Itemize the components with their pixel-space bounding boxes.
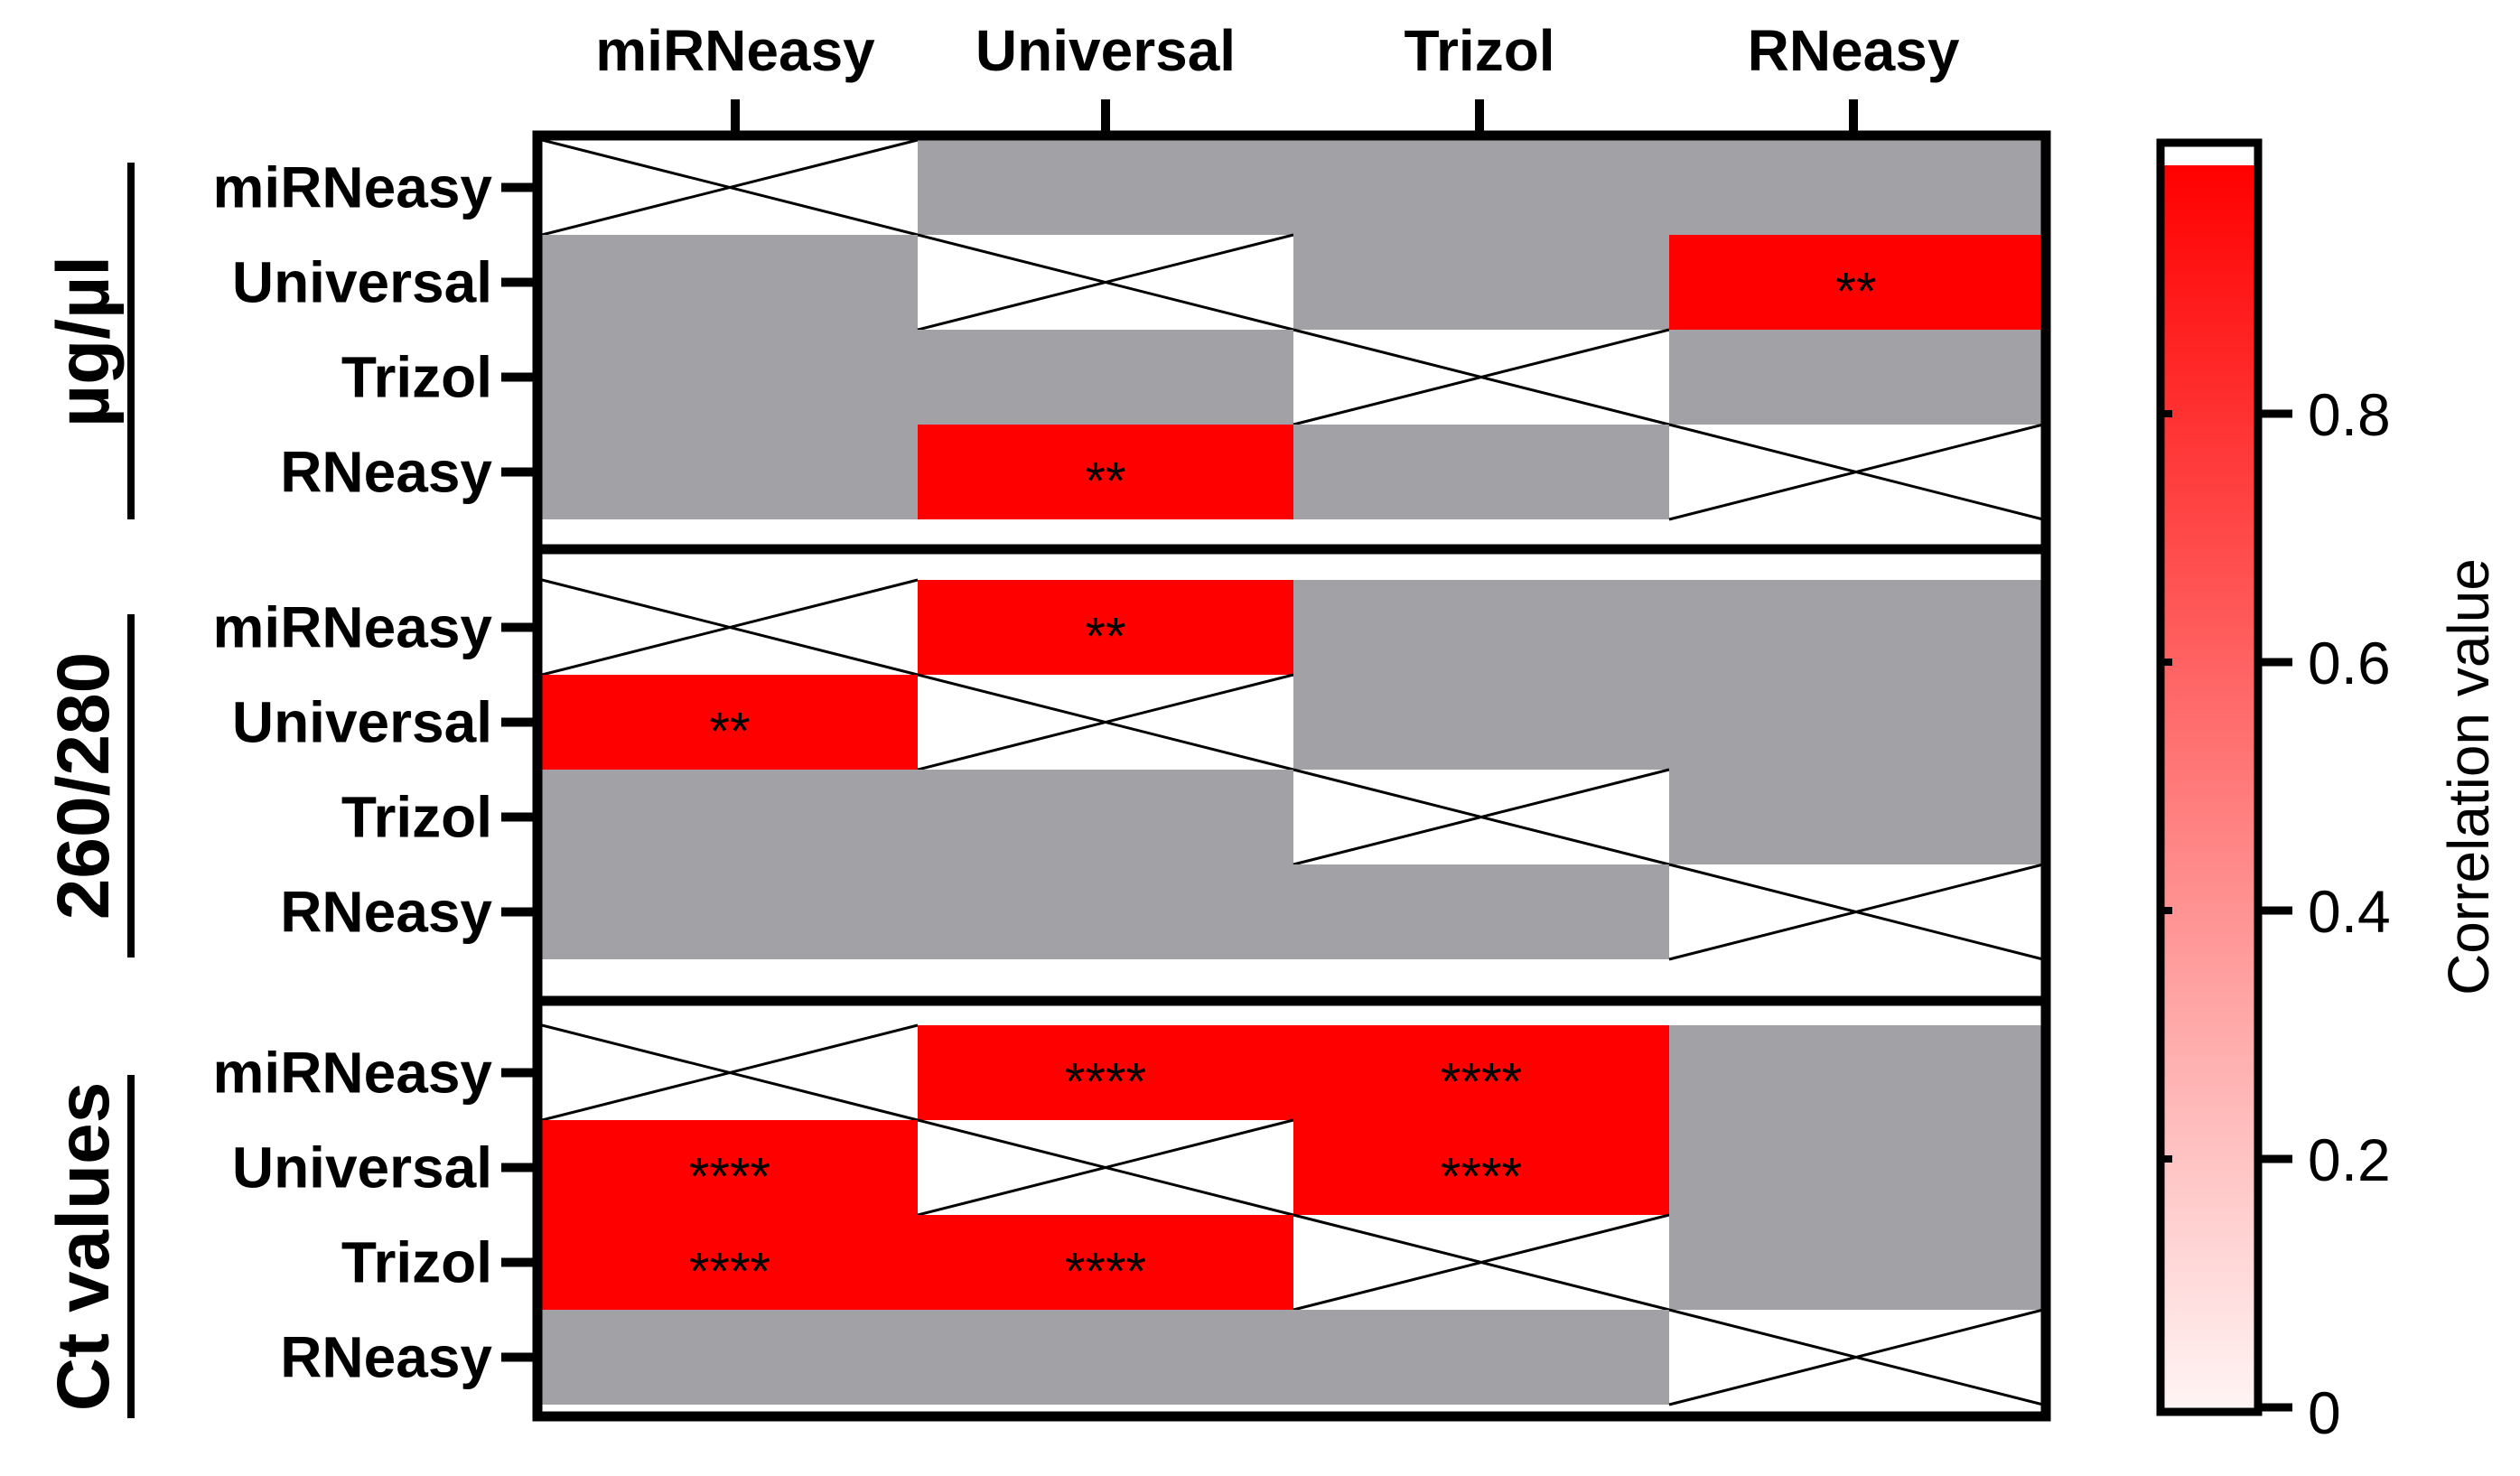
row-label: miRNeasy — [213, 1041, 493, 1106]
diagonal-cross-line — [1668, 863, 2044, 961]
nonsignificant-cell — [542, 1310, 918, 1405]
legend-gradient — [2161, 165, 2258, 1407]
significance-stars: **** — [1065, 1243, 1146, 1302]
nonsignificant-cell — [1669, 1120, 2043, 1215]
nonsignificant-cell — [1669, 1025, 2043, 1120]
legend-ticks: 0 0.2 0.4 0.6 0.8 — [2161, 381, 2391, 1446]
diagonal-cross-line — [1668, 1308, 2044, 1406]
nonsignificant-cell — [918, 140, 1293, 235]
diagonal-cross-line — [541, 578, 919, 677]
nonsignificant-cell — [1293, 235, 1669, 330]
row-labels: miRNeasy Universal Trizol RNeasy miRNeasy Uni… — [213, 155, 535, 1390]
row-label: RNeasy — [280, 1325, 492, 1390]
significance-stars: **** — [1065, 1053, 1146, 1112]
panel-label-ct-values: Ct values — [42, 1082, 125, 1412]
nonsignificant-cell — [1669, 675, 2043, 770]
row-label: Universal — [232, 1135, 492, 1200]
col-header-mirneasy: miRNeasy — [595, 18, 875, 83]
significant-cell — [1669, 235, 2043, 330]
legend-tick-label: 0.8 — [2308, 381, 2391, 448]
diagonal-cross-line — [1668, 423, 2044, 521]
significance-stars: **** — [689, 1148, 770, 1207]
panel-frames — [532, 130, 2051, 1422]
nonsignificant-cell — [542, 770, 918, 864]
diagonal-cross-line — [1293, 328, 1670, 426]
significant-cell — [1293, 1025, 1669, 1120]
nonsignificant-cell — [1669, 770, 2043, 864]
diagonal-cross-line — [1293, 768, 1670, 866]
legend-tick-label: 0.2 — [2308, 1126, 2391, 1193]
col-header-trizol: Trizol — [1404, 18, 1554, 83]
col-header-universal: Universal — [975, 18, 1236, 83]
row-label: Universal — [232, 250, 492, 315]
nonsignificant-cell — [918, 330, 1293, 425]
legend-frame — [2156, 138, 2263, 1416]
significant-cell — [542, 1215, 918, 1310]
legend-tick-label: 0.6 — [2308, 630, 2391, 696]
nonsignificant-cell — [542, 235, 918, 330]
legend-title: Correlation value — [2436, 558, 2501, 995]
nonsignificant-cell — [918, 864, 1293, 959]
row-label: miRNeasy — [213, 155, 493, 220]
row-label: Trizol — [341, 345, 492, 410]
significant-cell — [1293, 1120, 1669, 1215]
significance-stars: ** — [1085, 608, 1125, 667]
diagonal-cross-line — [1293, 1213, 1670, 1312]
significance-stars: **** — [689, 1243, 770, 1302]
legend-tick-label: 0.4 — [2308, 878, 2391, 945]
significance-stars: ** — [1835, 263, 1876, 322]
legend-tick-label: 0 — [2308, 1379, 2341, 1446]
significant-cell — [918, 1215, 1293, 1310]
row-label: RNeasy — [280, 440, 492, 505]
nonsignificant-cell — [1293, 140, 1669, 235]
diagonal-cross-line — [541, 138, 919, 237]
nonsignificant-cell — [542, 864, 918, 959]
nonsignificant-cell — [1669, 1215, 2043, 1310]
row-label: miRNeasy — [213, 595, 493, 660]
row-label: Trizol — [341, 1230, 492, 1295]
column-ticks — [731, 99, 1858, 135]
nonsignificant-cell — [1293, 425, 1669, 519]
nonsignificant-cell — [1293, 580, 1669, 675]
row-label: Trizol — [341, 785, 492, 850]
significant-cell — [542, 675, 918, 770]
nonsignificant-cell — [1293, 675, 1669, 770]
significant-cell — [918, 580, 1293, 675]
diagonal-cross-line — [541, 1023, 919, 1122]
col-header-rneasy: RNeasy — [1748, 18, 1960, 83]
nonsignificant-cell — [1669, 140, 2043, 235]
nonsignificant-cell — [542, 330, 918, 425]
nonsignificant-cell — [1669, 330, 2043, 425]
nonsignificant-cell — [918, 1310, 1293, 1405]
significance-stars: ** — [709, 703, 750, 761]
diagonal-cross-line — [917, 233, 1294, 332]
nonsignificant-cell — [918, 770, 1293, 864]
nonsignificant-cell — [1669, 580, 2043, 675]
significance-stars: ** — [1085, 453, 1125, 511]
plot-frame — [532, 130, 2051, 1422]
panel-label-ugul: µg/µl — [42, 256, 125, 427]
panel-label-260-280: 260/280 — [42, 652, 125, 920]
diagonal-cross-line — [917, 1118, 1294, 1217]
significance-stars: **** — [1441, 1053, 1522, 1112]
diagonal-cross-line — [917, 673, 1294, 771]
row-label: Universal — [232, 690, 492, 755]
significant-cell — [918, 425, 1293, 519]
nonsignificant-cell — [1293, 864, 1669, 959]
color-legend: 0 0.2 0.4 0.6 0.8 Correlation value — [2156, 138, 2501, 1446]
significant-cell — [542, 1120, 918, 1215]
significant-cell — [918, 1025, 1293, 1120]
significance-stars: **** — [1441, 1148, 1522, 1207]
nonsignificant-cell — [542, 425, 918, 519]
nonsignificant-cell — [1293, 1310, 1669, 1405]
row-label: RNeasy — [280, 880, 492, 945]
heatmap-cells: ************ ******** ******** **** — [541, 138, 2044, 1406]
